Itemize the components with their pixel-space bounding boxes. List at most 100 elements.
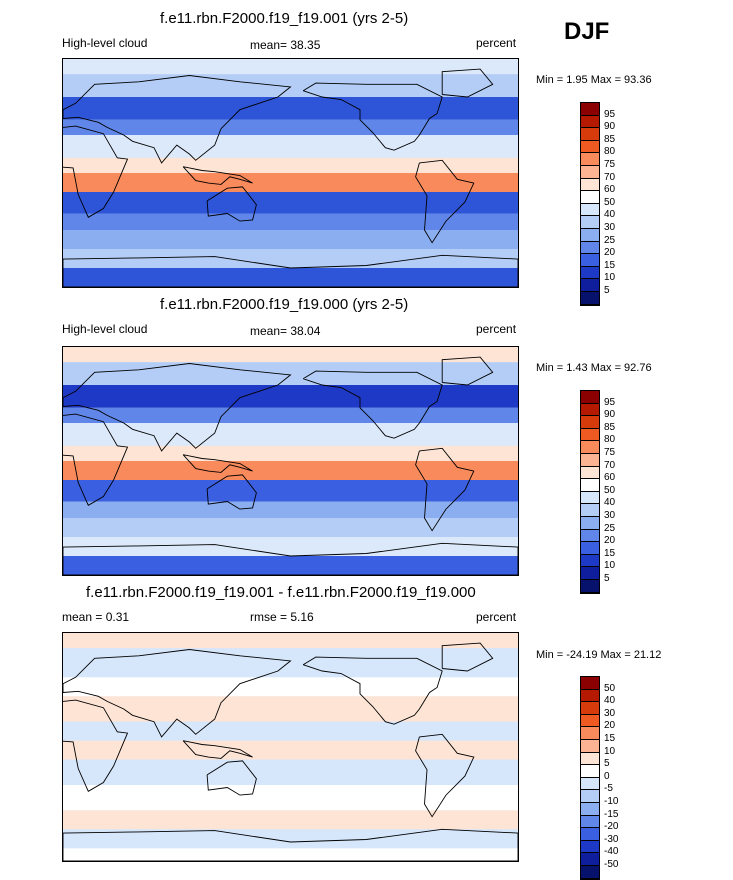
colorbar-tick-label: 60 xyxy=(604,184,616,196)
colorbar-tick-label: 80 xyxy=(604,434,616,446)
colorbar-segment xyxy=(581,529,599,543)
colorbar-tick-label: 75 xyxy=(604,447,616,458)
coastline xyxy=(441,642,494,672)
panel-3-map xyxy=(62,632,519,862)
panel-3-mean-label: mean = 0.31 xyxy=(62,610,130,624)
field-band xyxy=(63,173,518,192)
panel-3-colorbar xyxy=(580,676,600,880)
coastline xyxy=(206,760,257,796)
colorbar-tick-label: 15 xyxy=(604,547,616,559)
panel-2-colorbar xyxy=(580,390,600,594)
field-band xyxy=(63,759,518,785)
panel-1-units-label: percent xyxy=(476,36,517,50)
field-band xyxy=(63,347,518,363)
field-band xyxy=(63,696,518,722)
colorbar-segment xyxy=(581,739,599,753)
colorbar-tick-label: -20 xyxy=(604,821,619,833)
field-band xyxy=(63,677,518,697)
colorbar-tick-label: 70 xyxy=(604,171,616,183)
field-band xyxy=(63,556,518,575)
colorbar-segment xyxy=(581,504,599,517)
colorbar-segment xyxy=(581,291,599,305)
field-band xyxy=(63,192,518,214)
colorbar-segment xyxy=(581,828,599,841)
colorbar-tick-label: 85 xyxy=(604,133,616,145)
colorbar-tick-label: 75 xyxy=(604,159,616,170)
colorbar-segment xyxy=(581,140,599,154)
colorbar-segment xyxy=(581,689,599,703)
colorbar-tick-label: -15 xyxy=(604,808,619,820)
field-band xyxy=(63,445,518,461)
colorbar-tick-label: 5 xyxy=(604,573,610,584)
colorbar-segment xyxy=(581,567,599,580)
field-band xyxy=(63,362,518,385)
colorbar-segment xyxy=(581,178,599,192)
coastline xyxy=(441,356,494,386)
field-band xyxy=(63,740,518,760)
colorbar-segment xyxy=(581,865,599,879)
field-band xyxy=(63,385,518,408)
colorbar-segment xyxy=(581,153,599,166)
coastline xyxy=(63,363,292,452)
season-label: DJF xyxy=(564,18,610,45)
coastline xyxy=(63,699,129,792)
field-band xyxy=(63,249,518,268)
coastline xyxy=(302,82,443,151)
colorbar-segment xyxy=(581,479,599,492)
field-band xyxy=(63,633,518,649)
colorbar-segment xyxy=(581,203,599,217)
colorbar-tick-label: -50 xyxy=(604,859,619,870)
colorbar-segment xyxy=(581,228,599,242)
colorbar-segment xyxy=(581,752,599,766)
colorbar-segment xyxy=(581,266,599,280)
colorbar-segment xyxy=(581,516,599,530)
colorbar-tick-label: 10 xyxy=(604,272,616,284)
field-band xyxy=(63,119,518,135)
coastline xyxy=(206,186,257,222)
colorbar-segment xyxy=(581,554,599,568)
colorbar-segment xyxy=(581,714,599,728)
panel-1-title: f.e11.rbn.F2000.f19_f19.001 (yrs 2-5) xyxy=(160,10,409,27)
field-band xyxy=(63,785,518,811)
colorbar-tick-label: 25 xyxy=(604,522,616,534)
colorbar-tick-label: 60 xyxy=(604,472,616,484)
panel-2-units-label: percent xyxy=(476,322,517,336)
coastline xyxy=(63,75,292,164)
colorbar-tick-label: 50 xyxy=(604,682,616,694)
colorbar-segment xyxy=(581,802,599,816)
colorbar-tick-label: 5 xyxy=(604,285,610,296)
coastline xyxy=(302,370,443,439)
coastline xyxy=(182,454,253,473)
field-band xyxy=(63,74,518,97)
panel-2-map xyxy=(62,346,519,576)
colorbar-tick-label: 20 xyxy=(604,535,616,547)
colorbar-segment xyxy=(581,491,599,505)
colorbar-tick-label: 85 xyxy=(604,421,616,433)
colorbar-segment xyxy=(581,103,599,116)
field-band xyxy=(63,59,518,75)
colorbar-tick-label: -10 xyxy=(604,796,619,807)
coastline xyxy=(415,733,475,818)
field-band xyxy=(63,501,518,518)
panel-2-variable-label: High-level cloud xyxy=(62,322,148,336)
colorbar-segment xyxy=(581,466,599,480)
colorbar-tick-label: 20 xyxy=(604,247,616,259)
panel-2-title: f.e11.rbn.F2000.f19_f19.000 (yrs 2-5) xyxy=(160,296,409,313)
panel-3-units-label: percent xyxy=(476,610,517,624)
colorbar-segment xyxy=(581,165,599,179)
field-band xyxy=(63,135,518,158)
coastline xyxy=(63,125,129,218)
colorbar-tick-label: 15 xyxy=(604,259,616,271)
colorbar-tick-label: -30 xyxy=(604,833,619,845)
colorbar-segment xyxy=(581,115,599,129)
coastline xyxy=(63,828,518,861)
panel-2-mean-label: mean= 38.04 xyxy=(250,324,321,338)
colorbar-segment xyxy=(581,453,599,467)
field-band xyxy=(63,213,518,230)
colorbar-tick-label: 90 xyxy=(604,409,616,421)
field-band xyxy=(63,157,518,173)
colorbar-tick-label: 15 xyxy=(604,733,616,744)
colorbar-segment xyxy=(581,542,599,555)
coastline xyxy=(182,740,253,759)
field-band xyxy=(63,537,518,556)
